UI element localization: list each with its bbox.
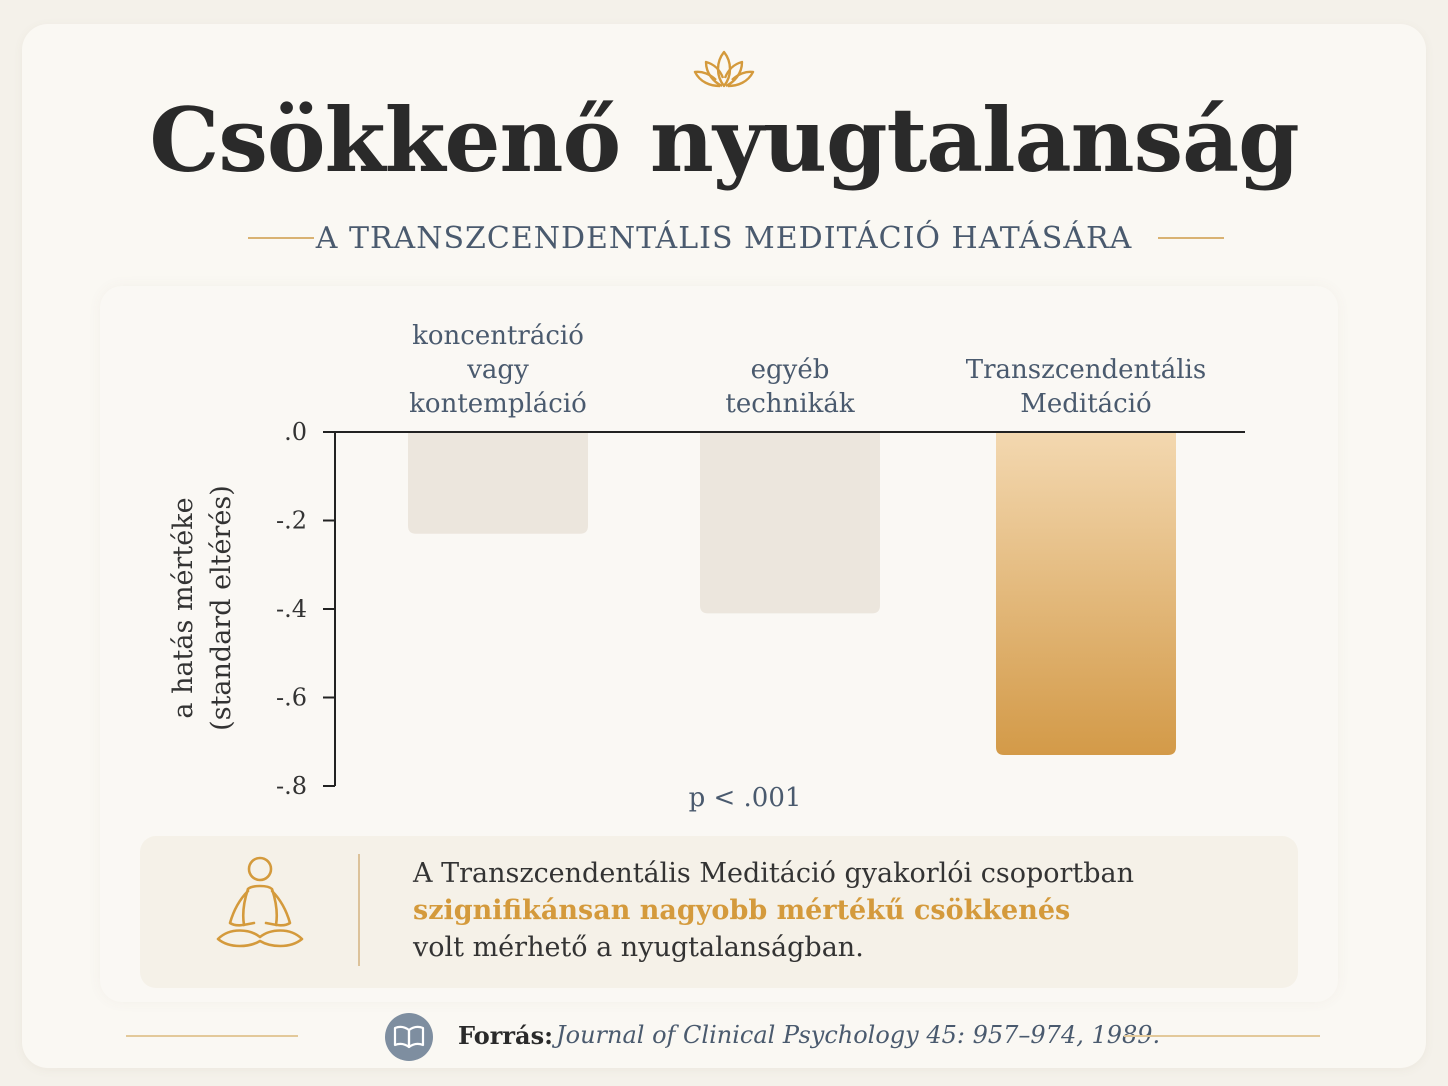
category-label: Transzcendentális	[966, 355, 1206, 385]
p-value-annotation: p < .001	[689, 783, 802, 813]
summary-divider	[358, 854, 360, 966]
bar-3	[996, 432, 1176, 756]
summary-line-1: A Transzcendentális Meditáció gyakorlói …	[413, 858, 1135, 889]
bar-1	[408, 432, 588, 534]
y-tick-label: -.2	[276, 507, 307, 535]
category-label: kontempláció	[409, 389, 587, 419]
subtitle-rule-right	[1158, 237, 1224, 239]
subtitle-rule-left	[248, 237, 314, 239]
category-label: egyéb	[751, 355, 830, 385]
bar-2	[700, 432, 880, 614]
y-tick-label: .0	[284, 418, 307, 446]
summary-highlight: szignifikánsan nagyobb mértékű csökkenés	[413, 895, 1071, 926]
category-label: vagy	[466, 355, 529, 385]
page-subtitle: A TRANSZCENDENTÁLIS MEDITÁCIÓ HATÁSÁRA	[315, 221, 1133, 256]
category-label: Meditáció	[1020, 389, 1151, 419]
y-tick-label: -.8	[276, 772, 307, 800]
y-tick-label: -.4	[276, 595, 307, 623]
summary-box	[140, 836, 1298, 988]
bar-chart: .0 -.2 -.4 -.6 -.8 koncentráció vagy kontemplác…	[168, 321, 1245, 813]
footer-rule-right	[1124, 1035, 1320, 1037]
category-label: technikák	[725, 389, 854, 419]
lotus-icon	[693, 50, 755, 88]
y-axis-label: (standard eltérés)	[206, 485, 237, 731]
summary-line-3: volt mérhető a nyugtalanságban.	[413, 932, 864, 963]
page-title: Csökkenő nyugtalanság	[149, 88, 1299, 192]
footer-rule-left	[126, 1035, 298, 1037]
summary-text: A Transzcendentális Meditáció gyakorlói …	[413, 855, 1273, 966]
book-icon	[385, 1013, 433, 1061]
y-tick-label: -.6	[276, 684, 307, 712]
category-label: koncentráció	[412, 321, 584, 351]
y-axis-label: a hatás mértéke	[168, 497, 199, 718]
source-citation: Journal of Clinical Psychology 45: 957–9…	[556, 1021, 1161, 1049]
source-label: Forrás:	[458, 1021, 553, 1050]
meditation-icon	[216, 856, 304, 948]
